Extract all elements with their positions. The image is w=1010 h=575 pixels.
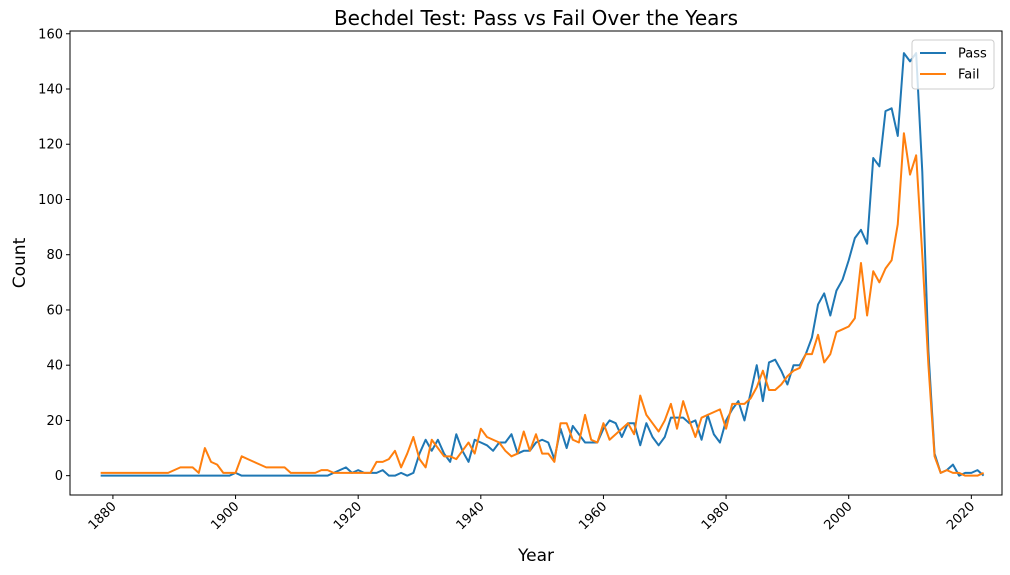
series-layer: [100, 52, 985, 477]
legend-label-pass: Pass: [958, 47, 987, 62]
y-tick-label: 60: [46, 303, 63, 318]
y-axis-label: Count: [10, 237, 30, 288]
y-tick-label: 160: [38, 27, 63, 42]
y-tick-label: 100: [38, 193, 63, 208]
y-tick-label: 80: [46, 248, 63, 263]
y-tick-label: 140: [38, 83, 63, 98]
y-tick-label: 20: [46, 414, 63, 429]
chart-title: Bechdel Test: Pass vs Fail Over the Year…: [334, 6, 738, 30]
y-tick-label: 40: [46, 359, 63, 374]
legend: Pass Fail: [911, 39, 995, 90]
series-line-fail: [100, 132, 985, 477]
series-line-pass: [100, 52, 985, 477]
axes-frame: [69, 30, 1003, 496]
y-tick-label: 120: [38, 138, 63, 153]
x-axis-label: Year: [517, 546, 554, 566]
legend-label-fail: Fail: [958, 68, 979, 83]
y-tick-label: 0: [55, 469, 63, 484]
